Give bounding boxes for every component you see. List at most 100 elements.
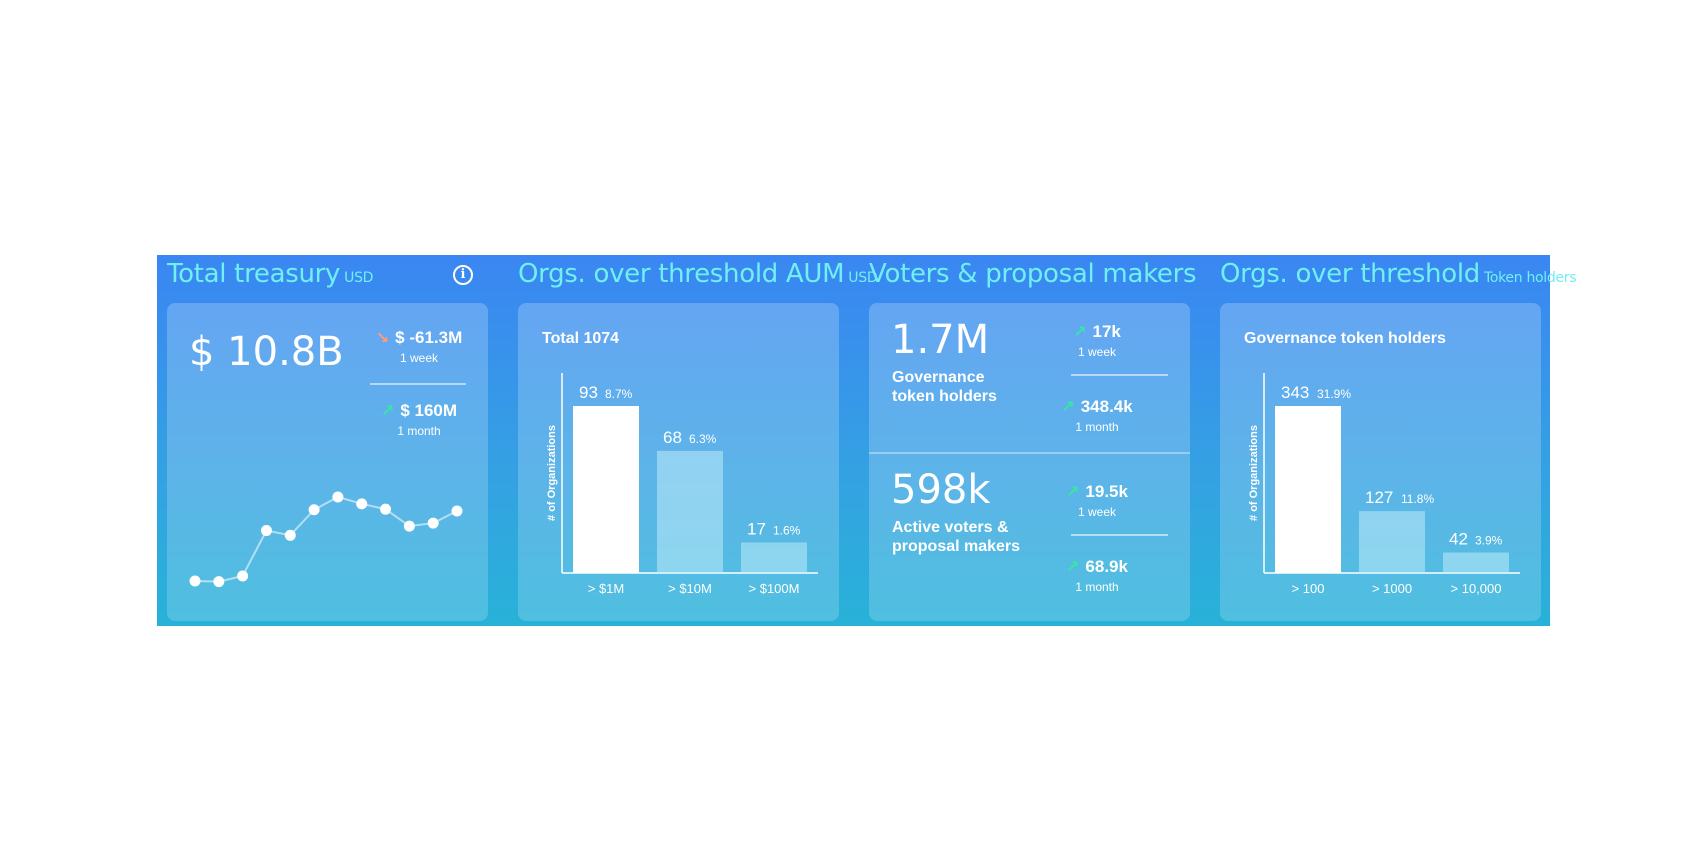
arrow-up-right-icon: ↗ [1073,324,1087,341]
x-tick-label: > 10,000 [1451,581,1502,596]
treasury-card: $ 10.8B ↘ $ -61.3M 1 week ↗ $ 160M 1 month [167,303,488,621]
active-month-period: 1 month [1075,580,1119,594]
bar-percent-label: 6.3% [689,432,717,446]
bar-percent-label: 1.6% [773,523,801,537]
bar-value-label: 17 [747,519,766,538]
aum-card: Total 1074 # of Organizations 93 8.7% > $1M… [518,303,839,621]
bar-value-label: 42 [1449,530,1468,549]
tokens-card: Governance token holders # of Organizati… [1220,303,1541,621]
x-tick-label: > $1M [588,581,625,596]
tokens-section: Orgs. over threshold Token holders Govern… [1210,255,1577,626]
aum-title: Orgs. over threshold AUM USD [518,259,878,289]
treasury-section: Total treasury USD i $ 10.8B ↘ $ -61.3M 1 … [157,255,488,626]
active-month-value: 68.9k [1085,557,1128,576]
tokens-bar-chart: # of Organizations 343 31.9% > 100 127 11.8% >… [1248,373,1520,596]
info-icon[interactable]: i [453,265,473,285]
aum-bar-chart: # of Organizations 93 8.7% > $1M 68 6.3% > $10… [546,373,818,596]
sparkline-point [189,575,201,587]
active-label: Active voters & proposal makers [892,518,1020,556]
voters-card: 1.7M Governance token holders ↗ 17k 1 wee… [869,303,1190,621]
x-tick-label: > $10M [668,581,712,596]
treasury-title: Total treasury USD [167,259,373,289]
x-tick-label: > 100 [1292,581,1325,596]
holders-value: 1.7M [891,317,990,363]
sparkline-point [284,529,296,541]
aum-section: Orgs. over threshold AUM USD Total 1074 #… [508,255,878,626]
x-tick-label: > 1000 [1372,581,1412,596]
bar-percent-label: 3.9% [1475,534,1503,548]
treasury-week-value: $ -61.3M [395,328,463,347]
bar-value-label: 68 [663,428,682,447]
bar-percent-label: 11.8% [1401,492,1434,506]
active-value: 598k [891,467,991,513]
bar-value-label: 127 [1365,488,1393,507]
tokens-title-text: Orgs. over threshold [1220,259,1480,289]
active-week-value: 19.5k [1085,482,1128,501]
holders-label: Governance token holders [892,368,997,406]
holders-label-line2: token holders [892,388,997,405]
treasury-title-suffix: USD [344,270,374,286]
treasury-month-value: $ 160M [400,401,458,420]
treasury-title-text: Total treasury [167,259,341,289]
y-axis-label: # of Organizations [546,425,558,521]
sparkline-point [403,520,415,532]
sparkline-point [260,525,272,537]
divider [370,383,466,385]
sparkline-point [308,504,320,516]
bar [1275,406,1341,573]
tokens-card-title: Governance token holders [1244,330,1446,347]
dashboard-panel: Total treasury USD i $ 10.8B ↘ $ -61.3M 1 … [157,255,1577,626]
arrow-up-right-icon: ↗ [380,403,395,420]
holders-week-value: 17k [1092,322,1121,341]
y-axis-label: # of Organizations [1248,425,1260,521]
active-label-line1: Active voters & [892,519,1009,536]
bar [573,406,639,573]
holders-label-line1: Governance [892,369,985,386]
divider [1071,534,1168,536]
treasury-value: $ 10.8B [189,329,344,375]
bar-value-label: 343 [1281,383,1309,402]
tokens-title-suffix: Token holders [1483,270,1577,286]
bar [741,542,807,573]
arrow-up-right-icon: ↗ [1066,559,1080,576]
holders-week-delta: ↗ 17k 1 week [1047,322,1147,359]
x-tick-label: > $100M [749,581,800,596]
holders-month-period: 1 month [1075,420,1119,434]
divider [1071,374,1168,376]
holders-month-value: 348.4k [1080,397,1133,416]
bar-percent-label: 31.9% [1317,387,1351,401]
aum-title-text: Orgs. over threshold AUM [518,259,845,289]
holders-week-period: 1 week [1077,345,1117,359]
treasury-month-delta: ↗ $ 160M 1 month [363,401,475,438]
sparkline-point [380,503,392,515]
bar-percent-label: 8.7% [605,387,633,401]
active-month-delta: ↗ 68.9k 1 month [1047,557,1147,594]
treasury-sparkline [189,491,463,588]
active-week-delta: ↗ 19.5k 1 week [1047,482,1147,519]
aum-title-suffix: USD [848,270,878,286]
sparkline-point [356,498,368,510]
voters-section: Voters & proposal makers 1.7M Governance… [859,255,1197,626]
sparkline-point [427,517,439,529]
active-week-period: 1 week [1077,505,1117,519]
arrow-up-right-icon: ↗ [1066,484,1080,501]
tokens-title: Orgs. over threshold Token holders [1220,259,1577,289]
sparkline-line [194,495,458,583]
sparkline-point [332,491,344,503]
bar [1443,552,1509,573]
bar [1359,511,1425,573]
voters-title: Voters & proposal makers [869,259,1197,289]
bar [657,450,723,573]
bar-value-label: 93 [579,383,598,402]
sparkline-point [451,505,463,517]
treasury-month-period: 1 month [397,424,441,438]
treasury-week-delta: ↘ $ -61.3M 1 week [363,328,475,365]
sparkline-point [213,576,225,588]
arrow-up-right-icon: ↗ [1061,399,1075,416]
arrow-down-right-icon: ↘ [375,330,390,347]
aum-card-title: Total 1074 [542,330,620,347]
holders-month-delta: ↗ 348.4k 1 month [1047,397,1147,434]
sparkline-point [237,570,249,582]
card-divider [869,452,1190,454]
active-label-line2: proposal makers [892,538,1021,555]
